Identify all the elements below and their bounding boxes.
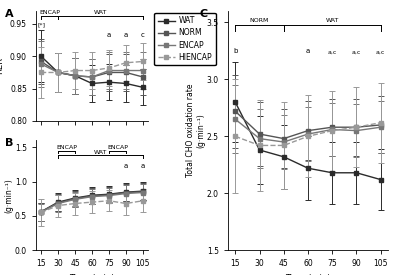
X-axis label: Time (min): Time (min) — [69, 274, 115, 275]
Text: A: A — [5, 9, 13, 19]
Text: a,c: a,c — [328, 49, 337, 54]
Text: a,c: a,c — [352, 49, 361, 54]
Text: a: a — [141, 163, 145, 169]
Text: a: a — [306, 48, 310, 54]
Text: NORM: NORM — [250, 18, 269, 23]
Text: WAT: WAT — [326, 18, 339, 23]
Text: a: a — [124, 163, 128, 169]
Text: ENCAP: ENCAP — [39, 10, 60, 15]
Text: [*]: [*] — [37, 22, 45, 27]
Y-axis label: Total fat oxidation rate
(g·min⁻¹): Total fat oxidation rate (g·min⁻¹) — [0, 152, 14, 239]
Text: ENCAP: ENCAP — [56, 145, 77, 150]
Text: a,c: a,c — [376, 49, 386, 54]
Text: WAT: WAT — [94, 150, 107, 155]
Y-axis label: RER: RER — [0, 57, 4, 75]
Text: C: C — [199, 9, 207, 19]
Text: a: a — [107, 32, 111, 38]
Text: ENCAP: ENCAP — [107, 145, 128, 150]
Y-axis label: Total CHO oxidation rate
(g·min⁻¹): Total CHO oxidation rate (g·min⁻¹) — [186, 84, 206, 177]
Text: a: a — [124, 32, 128, 38]
X-axis label: Time (min): Time (min) — [285, 274, 331, 275]
Text: WAT: WAT — [94, 10, 107, 15]
Text: b: b — [233, 48, 238, 54]
Legend: WAT, NORM, ENCAP, HIENCAP: WAT, NORM, ENCAP, HIENCAP — [154, 13, 216, 65]
Text: c: c — [141, 32, 145, 38]
Text: B: B — [5, 138, 13, 148]
